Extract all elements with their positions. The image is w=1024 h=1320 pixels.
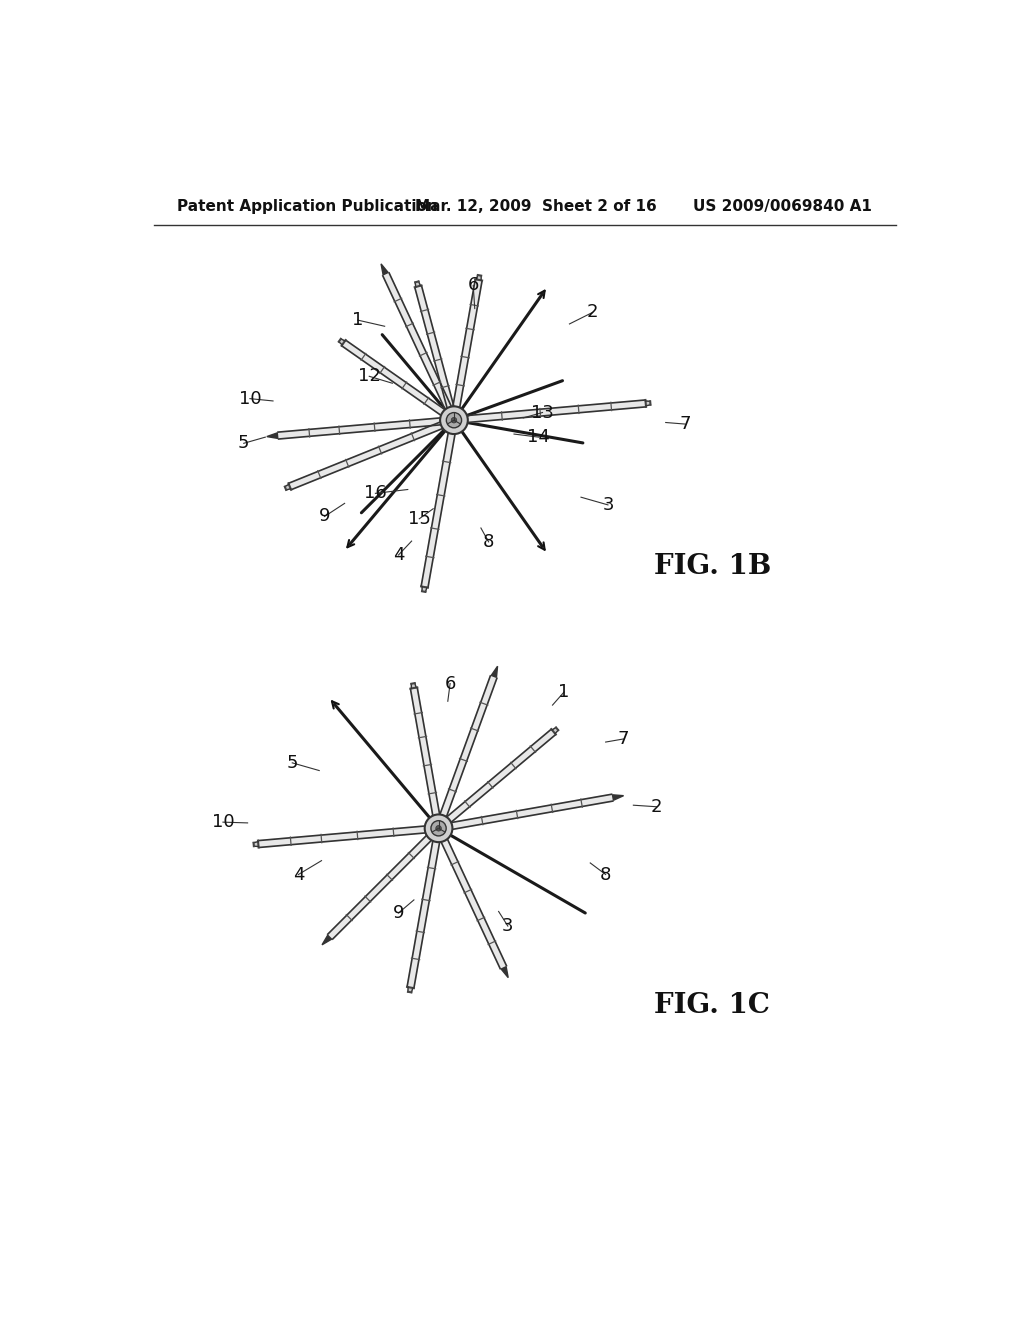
Polygon shape	[267, 433, 278, 438]
Text: 8: 8	[483, 533, 495, 550]
Text: 5: 5	[287, 754, 298, 772]
Polygon shape	[436, 729, 556, 832]
Polygon shape	[408, 987, 413, 993]
Polygon shape	[254, 842, 258, 846]
Text: 4: 4	[393, 546, 404, 564]
Polygon shape	[612, 795, 624, 800]
Polygon shape	[411, 688, 442, 829]
Polygon shape	[285, 484, 291, 490]
Polygon shape	[278, 417, 455, 440]
Text: 9: 9	[318, 507, 331, 525]
Text: 6: 6	[444, 675, 456, 693]
Text: 1: 1	[558, 682, 569, 701]
Polygon shape	[645, 401, 650, 405]
Text: 10: 10	[212, 813, 234, 832]
Polygon shape	[435, 826, 507, 969]
Circle shape	[431, 821, 446, 836]
Text: 4: 4	[293, 866, 304, 883]
Polygon shape	[258, 825, 439, 847]
Polygon shape	[454, 400, 646, 424]
Text: 3: 3	[602, 496, 613, 513]
Circle shape	[446, 413, 462, 428]
Circle shape	[436, 825, 441, 832]
Text: 1: 1	[352, 312, 364, 329]
Text: US 2009/0069840 A1: US 2009/0069840 A1	[692, 198, 871, 214]
Polygon shape	[322, 936, 332, 945]
Polygon shape	[501, 966, 508, 978]
Polygon shape	[476, 275, 481, 280]
Polygon shape	[342, 341, 456, 422]
Text: Patent Application Publication: Patent Application Publication	[177, 198, 437, 214]
Polygon shape	[289, 417, 456, 490]
Polygon shape	[415, 281, 421, 286]
Polygon shape	[492, 667, 498, 677]
Polygon shape	[408, 828, 442, 989]
Text: 16: 16	[365, 484, 387, 503]
Polygon shape	[552, 727, 558, 734]
Text: 8: 8	[600, 866, 611, 883]
Text: 10: 10	[239, 389, 261, 408]
Text: Mar. 12, 2009  Sheet 2 of 16: Mar. 12, 2009 Sheet 2 of 16	[416, 198, 657, 214]
Polygon shape	[435, 675, 497, 829]
Text: 15: 15	[408, 510, 431, 528]
Text: 14: 14	[527, 428, 550, 446]
Polygon shape	[412, 684, 416, 689]
Polygon shape	[415, 285, 458, 421]
Text: 12: 12	[357, 367, 381, 385]
Text: FIG. 1C: FIG. 1C	[654, 991, 770, 1019]
Text: 9: 9	[393, 904, 404, 921]
Polygon shape	[438, 795, 613, 832]
Text: 2: 2	[587, 304, 598, 321]
Polygon shape	[383, 272, 457, 421]
Circle shape	[425, 814, 453, 842]
Text: FIG. 1B: FIG. 1B	[654, 553, 771, 579]
Text: 7: 7	[617, 730, 629, 748]
Text: 3: 3	[502, 917, 514, 935]
Polygon shape	[381, 264, 388, 275]
Circle shape	[440, 407, 468, 434]
Polygon shape	[339, 339, 345, 345]
Polygon shape	[328, 826, 441, 940]
Text: 6: 6	[468, 276, 479, 294]
Polygon shape	[422, 586, 427, 591]
Polygon shape	[421, 420, 458, 587]
Text: 13: 13	[531, 404, 554, 421]
Polygon shape	[451, 280, 482, 421]
Text: 5: 5	[238, 434, 250, 453]
Text: 2: 2	[650, 797, 663, 816]
Text: 7: 7	[679, 414, 691, 433]
Circle shape	[452, 417, 457, 422]
